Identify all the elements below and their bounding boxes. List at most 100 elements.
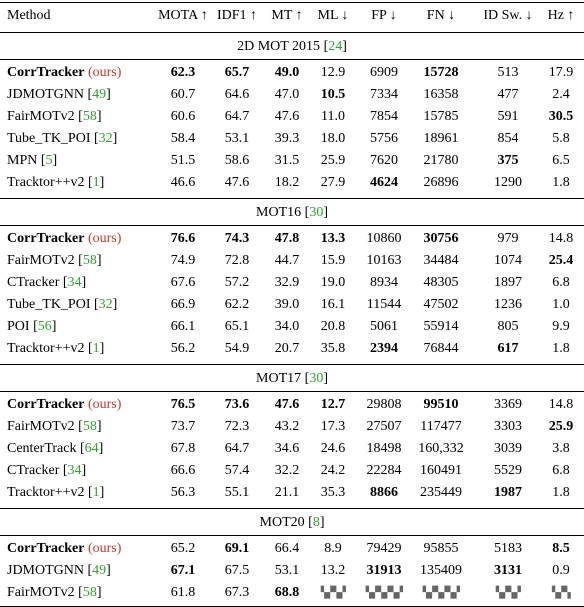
value-cell: 15785 [423, 109, 459, 124]
citation-link[interactable]: 32 [98, 131, 113, 146]
value-cell: 47.6 [274, 397, 300, 412]
value-cell: 64.6 [224, 87, 250, 102]
column-header: ID Sw. ↓ [483, 8, 533, 23]
value-cell: 18.0 [320, 131, 346, 146]
value-cell: 1290 [494, 175, 522, 190]
section-name: MOT16 [256, 205, 302, 220]
value-cell: 39.0 [274, 297, 300, 312]
section-rule [0, 508, 584, 509]
column-header: MOTA ↑ [158, 8, 208, 23]
value-cell: 117477 [420, 419, 462, 434]
citation-link[interactable]: 5 [45, 153, 53, 168]
value-cell: 47.8 [274, 231, 300, 246]
value-cell: 56.2 [170, 341, 196, 356]
value-cell: 64.7 [224, 441, 250, 456]
value-cell: 14.8 [548, 397, 574, 412]
citation-link[interactable]: 49 [92, 87, 107, 102]
value-cell: 477 [497, 87, 519, 102]
value-cell: 15.9 [320, 253, 346, 268]
value-cell: 35.3 [320, 485, 346, 500]
value-cell: 72.8 [224, 253, 250, 268]
value-cell: 11544 [366, 297, 402, 312]
value-cell: 64.7 [224, 109, 250, 124]
value-cell: 21.1 [274, 485, 300, 500]
section-subrule [0, 225, 584, 226]
value-cell: 4624 [370, 175, 398, 190]
section-title: 2D MOT 2015 [24] [237, 39, 347, 54]
method-cell: Tube_TK_POI [32] [7, 297, 118, 312]
method-cell: FairMOTv2 [58] [7, 109, 102, 124]
value-cell: 76.6 [170, 231, 196, 246]
citation-link[interactable]: 58 [82, 419, 97, 434]
value-cell: 20.8 [320, 319, 346, 334]
table-row: CorrTracker (ours) 62.3 65.7 49.0 12.9 6909 15… [0, 62, 584, 84]
citation-link[interactable]: 1 [92, 485, 100, 500]
citation-link[interactable]: 58 [82, 253, 97, 268]
method-cell: CenterTrack [64] [7, 441, 104, 456]
value-cell: 3303 [494, 419, 522, 434]
citation-link[interactable]: 58 [82, 585, 97, 600]
ours-tag: (ours) [87, 541, 122, 556]
value-cell: 25.9 [320, 153, 346, 168]
value-cell: 66.6 [170, 463, 196, 478]
method-cell: Tracktor++v2 [1] [7, 485, 105, 500]
citation-link[interactable]: 64 [84, 441, 99, 456]
citation-link[interactable]: 8 [312, 515, 320, 530]
value-cell: 513 [497, 65, 519, 80]
value-cell: 34484 [423, 253, 459, 268]
citation-link[interactable]: 30 [309, 371, 324, 386]
citation-link[interactable]: 1 [92, 341, 100, 356]
value-cell: 14.8 [548, 231, 574, 246]
citation-link[interactable]: 30 [309, 205, 324, 220]
value-cell: 15728 [423, 65, 459, 80]
value-cell: 31.5 [274, 153, 300, 168]
value-cell: 5529 [494, 463, 522, 478]
value-cell: 34.6 [274, 441, 300, 456]
value-cell: 30.5 [548, 109, 574, 124]
garbled-cell: ▚▞▚▞▚▞ [422, 586, 460, 599]
method-cell: JDMOTGNN [49] [7, 87, 111, 102]
garbled-cell: ▚▞▚ [551, 586, 571, 599]
citation-link[interactable]: 34 [67, 275, 82, 290]
citation-link[interactable]: 49 [92, 563, 107, 578]
value-cell: 854 [497, 131, 519, 146]
table-row: CTracker [34] 66.6 57.4 32.2 24.2 22284 160491… [0, 460, 584, 482]
value-cell: 12.9 [320, 65, 346, 80]
value-cell: 9.9 [552, 319, 570, 334]
section-title: MOT16 [30] [256, 205, 328, 220]
value-cell: 21780 [423, 153, 459, 168]
method-name: MPN [7, 153, 38, 168]
table-row: CTracker [34] 67.6 57.2 32.9 19.0 8934 48305 18… [0, 272, 584, 294]
value-cell: 54.9 [224, 341, 250, 356]
value-cell: 8.9 [324, 541, 342, 556]
citation-link[interactable]: 58 [82, 109, 97, 124]
value-cell: 5756 [370, 131, 398, 146]
value-cell: 53.1 [224, 131, 250, 146]
value-cell: 66.9 [170, 297, 196, 312]
value-cell: 1.8 [552, 485, 570, 500]
table-row: CenterTrack [64] 67.8 64.7 34.6 24.6 18498 160… [0, 438, 584, 460]
citation-link[interactable]: 32 [98, 297, 113, 312]
citation-link[interactable]: 1 [92, 175, 100, 190]
garbled-cell: ▚▞▚▞▚▞ [365, 586, 403, 599]
value-cell: 805 [497, 319, 519, 334]
citation-link[interactable]: 56 [37, 319, 52, 334]
value-cell: 69.1 [224, 541, 250, 556]
table-row: Tracktor++v2 [1] 46.6 47.6 18.2 27.9 4624 2689… [0, 172, 584, 194]
citation-link[interactable]: 34 [67, 463, 82, 478]
value-cell: 65.2 [170, 541, 196, 556]
value-cell: 62.2 [224, 297, 250, 312]
value-cell: 18498 [366, 441, 402, 456]
value-cell: 46.6 [170, 175, 196, 190]
value-cell: 1236 [494, 297, 522, 312]
citation-link[interactable]: 24 [328, 39, 343, 54]
column-header: ML ↓ [317, 8, 349, 23]
value-cell: 617 [497, 341, 519, 356]
table-row: FairMOTv2 [58] 73.7 72.3 43.2 17.3 27507 11747… [0, 416, 584, 438]
column-header: MT ↑ [271, 8, 303, 23]
value-cell: 22284 [366, 463, 402, 478]
value-cell: 1897 [494, 275, 522, 290]
value-cell: 6.8 [552, 463, 570, 478]
table-row: Tracktor++v2 [1] 56.2 54.9 20.7 35.8 2394 7684… [0, 338, 584, 360]
table-row: JDMOTGNN [49] 60.7 64.6 47.0 10.5 7334 16358 47… [0, 84, 584, 106]
